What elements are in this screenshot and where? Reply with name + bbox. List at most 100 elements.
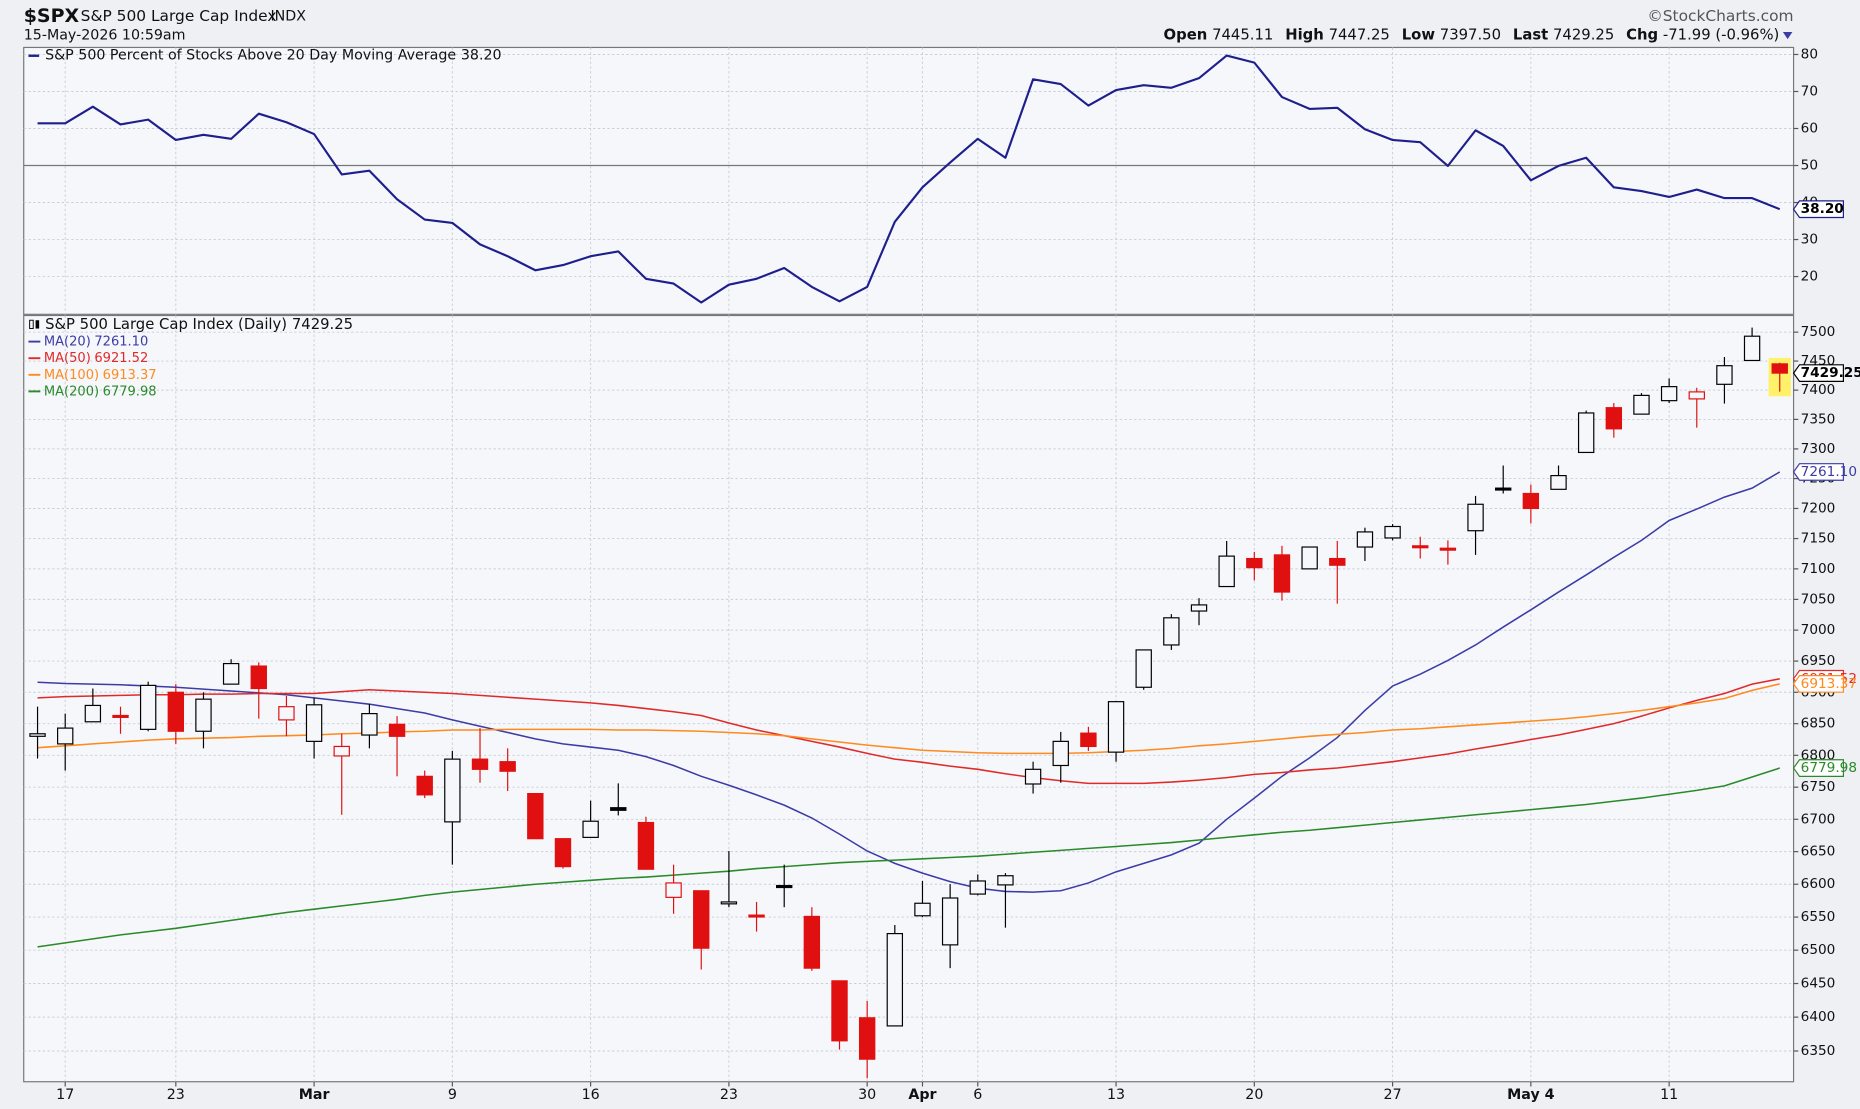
x-tick-label: 11 [1660,1087,1678,1103]
legend-entry: MA(200) 6779.98 [44,384,157,399]
y-tick-label: 60 [1801,121,1818,137]
candle-body [222,662,240,685]
legend-entry: S&P 500 Percent of Stocks Above 20 Day M… [45,48,502,64]
candle-body [554,838,572,868]
y-tick-label: 50 [1801,158,1818,174]
last-value-label: 7261.10 [1801,464,1857,480]
quote-label: Chg [1626,27,1658,44]
legend-value: 38.20 [461,48,502,64]
y-tick-label: 6350 [1801,1043,1836,1059]
candle-body [637,821,655,870]
candle-body [84,704,102,723]
quote-label: Last [1513,27,1548,44]
last-value-box [1792,364,1844,382]
y-tick-label: 7350 [1801,411,1836,427]
y-tick-label: 70 [1801,83,1818,99]
x-tick-label: 23 [720,1087,738,1103]
moving-average [37,471,1781,893]
candle-body [1522,492,1540,510]
legend-value: 7429.25 [292,316,353,333]
y-tick-label: 7400 [1801,382,1836,398]
candle-body [941,897,959,946]
source: ©StockCharts.com [1647,7,1793,25]
y-tick-label: 7150 [1801,531,1836,547]
candle-body [858,1017,876,1060]
datetime: 15-May-2026 10:59am [24,28,186,44]
x-tick-label: May 4 [1507,1087,1555,1103]
y-tick-label: 6500 [1801,942,1836,958]
legend-text: S&P 500 Percent of Stocks Above 20 Day M… [45,48,456,64]
candle-body [416,775,433,796]
candle-body [361,713,378,736]
candle-body [582,820,599,838]
y-tick-label: 6550 [1801,909,1836,925]
x-tick-label: 20 [1245,1087,1263,1103]
y-tick-label: 7050 [1801,591,1836,607]
y-tick-label: 6700 [1801,811,1836,827]
quote: Open 7445.11 High 7447.25 Low 7397.50 Last 7429… [1164,27,1780,44]
candle-body [1495,487,1512,491]
candle-body [1301,546,1318,570]
legend-value: 6921.52 [94,351,148,366]
last-value-box [1792,463,1844,481]
candle-body [720,901,738,905]
candle-body [1467,503,1484,532]
quote-menu[interactable] [1782,32,1793,40]
last-value-label: 7429.25 [1801,365,1860,381]
x-tick-label: 30 [858,1087,876,1103]
candle-body [305,704,323,742]
candle-body [57,727,74,745]
candle-body [1439,547,1457,551]
last-value-box [1792,200,1844,219]
candle-body [914,902,931,917]
moving-average [37,683,1780,755]
y-tick-label: 6450 [1801,976,1836,992]
candle-body [499,761,516,772]
candle-body [195,698,212,732]
candle-body [1412,545,1429,549]
y-tick-label: 7500 [1801,324,1836,340]
x-tick-label: Apr [908,1087,936,1103]
y-tick-label: 80 [1801,46,1818,62]
y-tick-label: 7200 [1801,500,1836,516]
last-value-label: 38.20 [1801,201,1844,217]
candle-body [1107,701,1125,753]
quote-value: 7445.11 [1212,27,1273,44]
candle-body [112,714,129,718]
quote-value: -71.99 (-0.96%) [1663,27,1779,44]
y-tick-label: 6650 [1801,844,1836,860]
candle-body [1163,617,1180,646]
candle-body [1080,732,1097,748]
x-tick-label: 16 [582,1087,600,1103]
candle-body [1052,740,1069,767]
y-tick-label: 7300 [1801,441,1836,457]
candle-body [1716,365,1733,385]
candle-body [1605,407,1623,430]
candle-body [444,758,461,823]
legend-text: MA(50) [44,351,91,366]
y-tick-label: 6400 [1801,1009,1836,1025]
last-value-box [1792,759,1844,777]
last-value-label: 6913.37 [1801,676,1857,692]
x-tick-label: 6 [973,1087,982,1103]
legend-text: S&P 500 Large Cap Index (Daily) [45,316,287,333]
x-tick-label: 23 [167,1087,185,1103]
candle-body [748,914,765,918]
candle-body [997,875,1014,886]
legend-value: 6779.98 [103,384,157,399]
y-tick-label: 7100 [1801,561,1836,577]
candle-body [969,880,986,895]
candle-body [167,691,185,732]
candle-body [527,792,544,840]
y-tick-label: 6600 [1801,876,1836,892]
legend-value: 6913.37 [103,367,157,382]
candle-body [1384,525,1401,539]
x-tick-label: 9 [448,1087,457,1103]
symbol-name: S&P 500 Large Cap Index [81,7,277,25]
y-tick-label: 20 [1801,269,1818,285]
panel [23,46,1795,315]
panel [23,314,1795,1083]
y-tick-label: 30 [1801,232,1818,248]
legend-value: 7261.10 [94,334,148,349]
